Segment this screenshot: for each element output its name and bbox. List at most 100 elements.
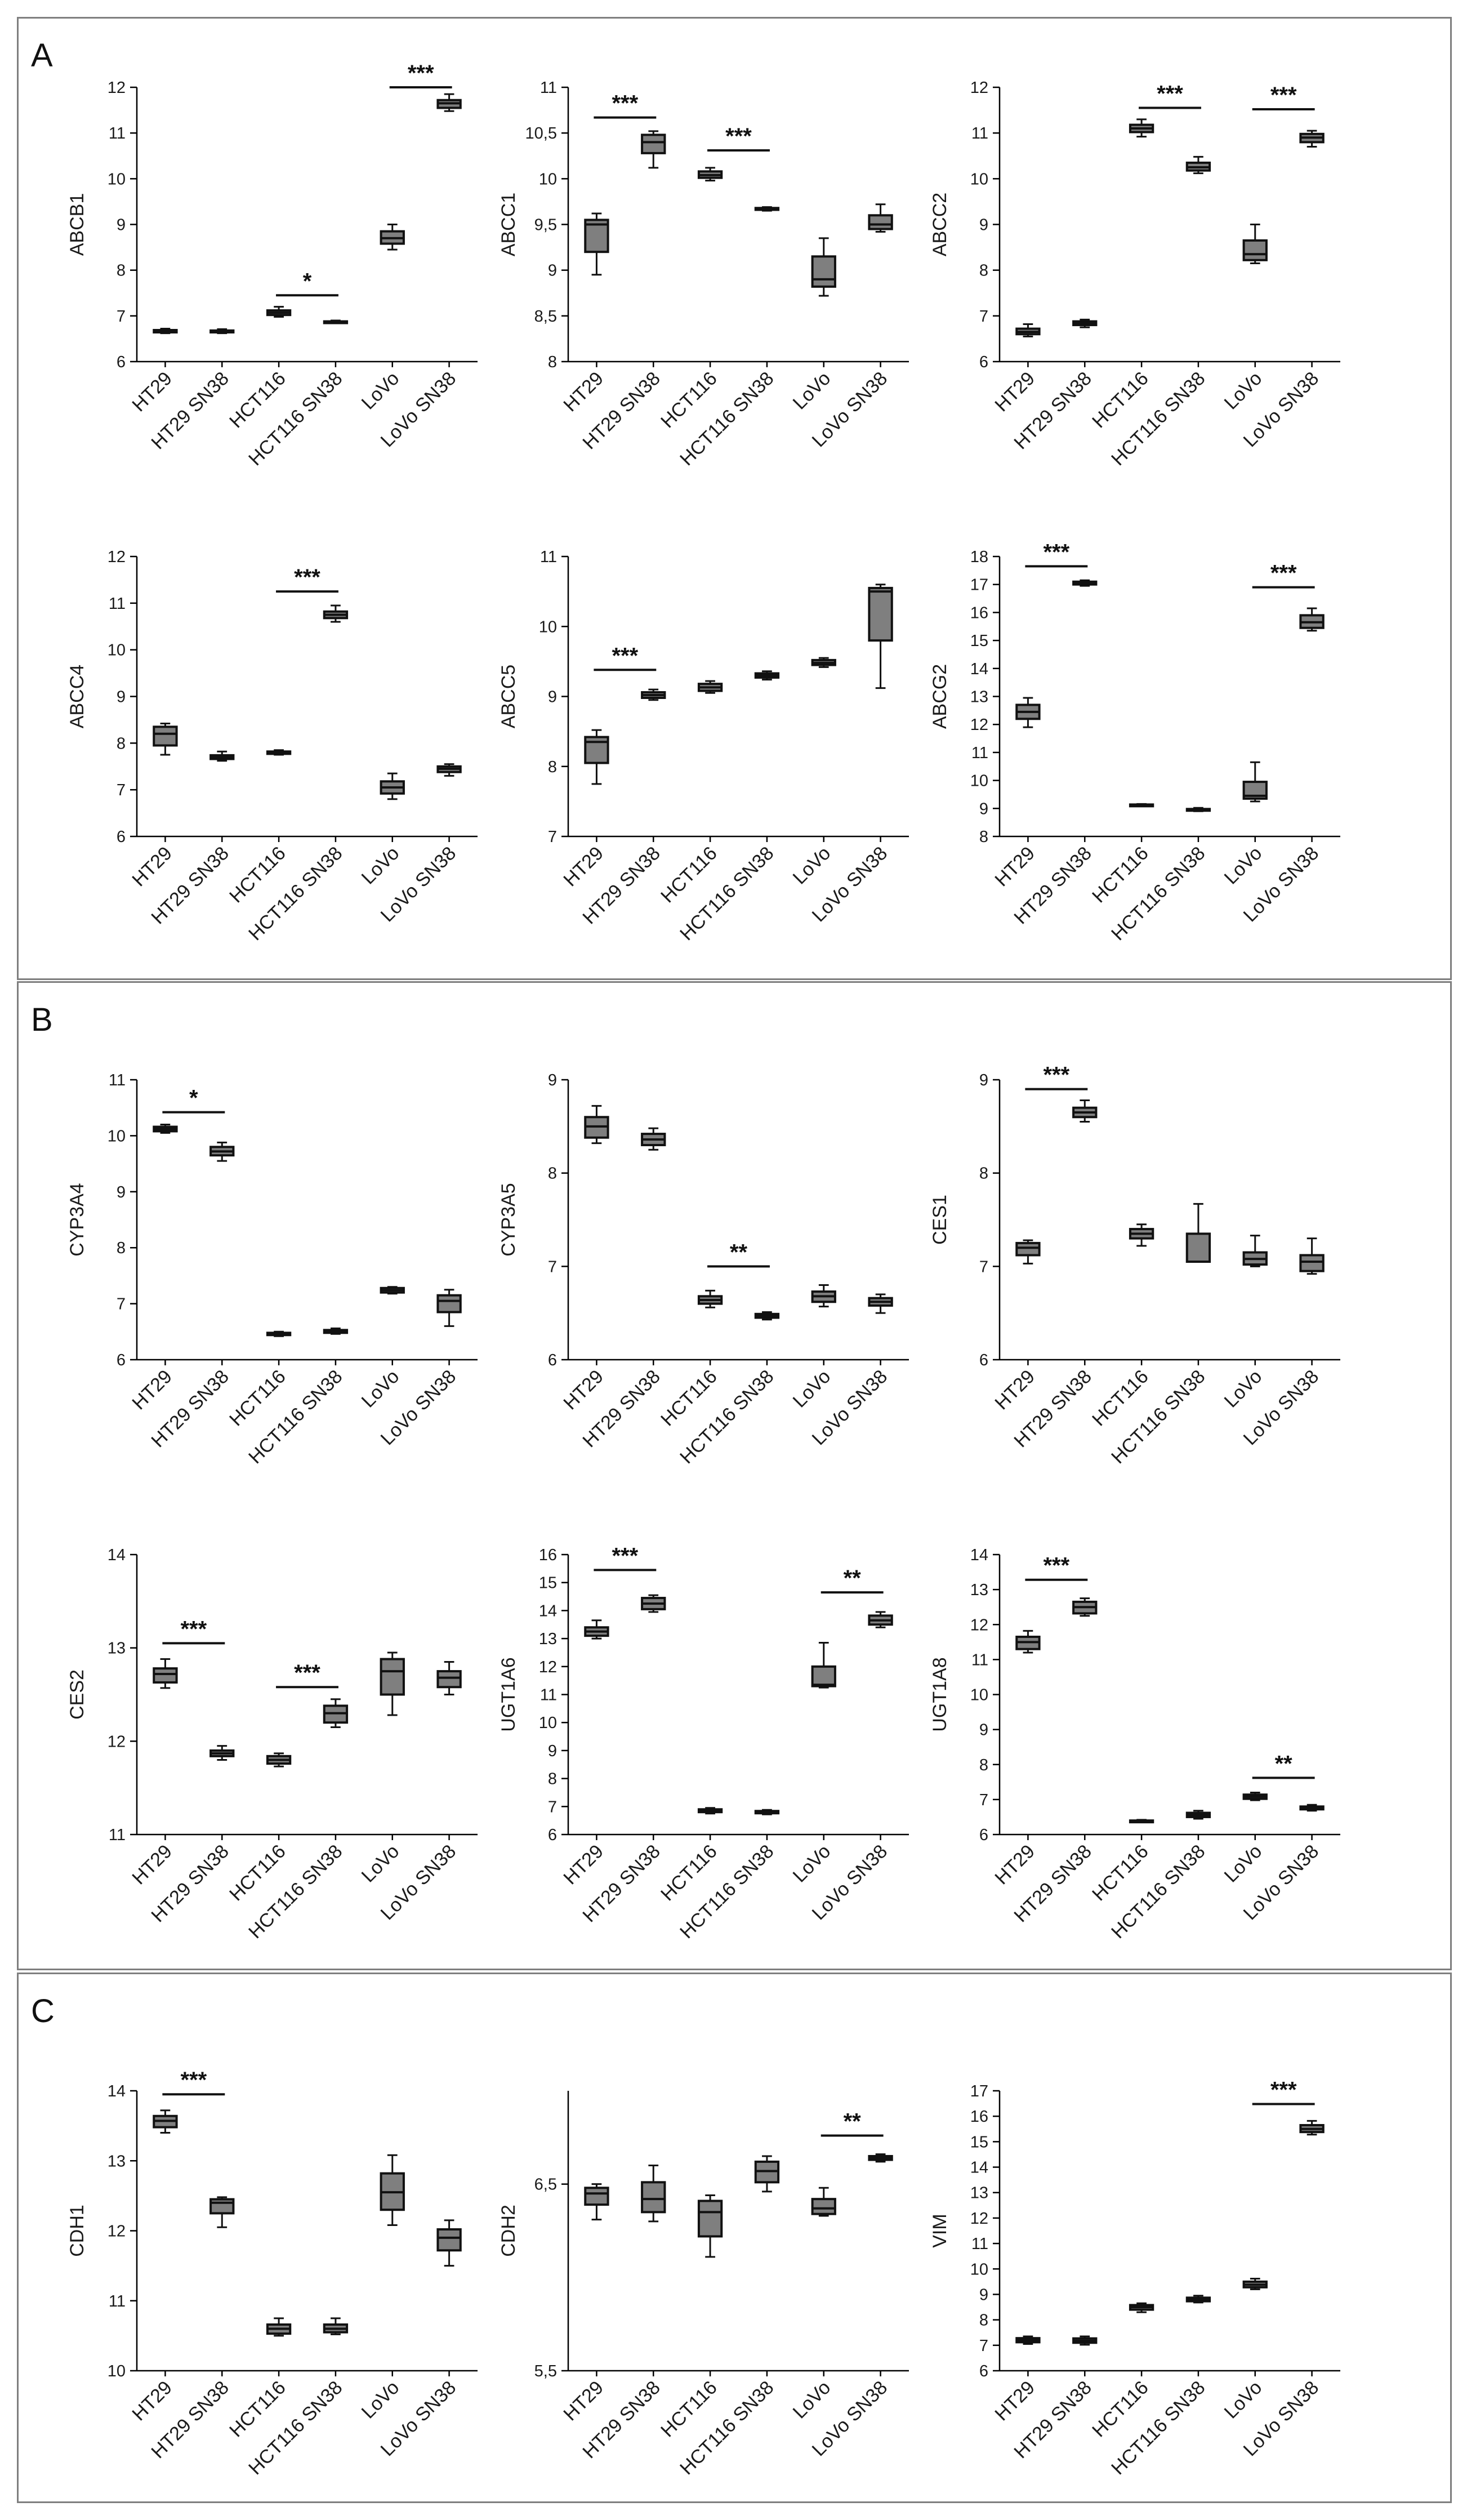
box-plot <box>1242 1791 1268 1801</box>
box-plot <box>1072 579 1098 587</box>
box-plot <box>754 1809 780 1815</box>
box-plot <box>1129 2302 1154 2313</box>
box-plot <box>584 1619 609 1640</box>
box-plot <box>868 584 893 689</box>
box-plot <box>584 729 609 785</box>
y-tick-label: 11 <box>109 2292 126 2310</box>
significance-label: *** <box>725 124 752 149</box>
box-iqr <box>811 2198 836 2215</box>
x-category-label: LoVo <box>1220 1841 1267 1887</box>
y-tick-label: 8,5 <box>534 308 557 326</box>
box-plot <box>380 772 405 800</box>
y-tick-label: 6 <box>548 1351 557 1369</box>
y-tick-label: 7 <box>979 308 988 326</box>
y-tick-label: 8 <box>979 1756 988 1774</box>
y-tick-label: 8 <box>548 758 557 776</box>
box-plot <box>436 93 462 112</box>
box-plot <box>697 1807 723 1815</box>
significance-label: *** <box>1270 2077 1297 2102</box>
y-axis-label: CDH2 <box>498 2205 519 2257</box>
box-plot <box>754 1311 780 1321</box>
y-tick-label: 11 <box>540 548 557 566</box>
box-plot <box>641 1127 666 1151</box>
y-tick-label: 9 <box>117 1183 126 1201</box>
x-category-label: LoVo <box>1220 2377 1267 2423</box>
box-plot <box>380 1651 405 1716</box>
box-plot <box>811 2187 836 2217</box>
box-plot <box>209 1141 235 1162</box>
box-plot <box>1015 697 1041 728</box>
panel-letter-a: A <box>31 37 53 74</box>
significance-label: *** <box>1043 1063 1069 1088</box>
y-tick-label: 14 <box>970 2159 988 2177</box>
y-tick-label: 9 <box>979 1721 988 1739</box>
box-iqr <box>641 2181 666 2214</box>
y-tick-label: 9,5 <box>534 216 557 234</box>
y-axis-label: CYP3A5 <box>498 1183 519 1256</box>
box-plot <box>153 723 178 756</box>
box-plot <box>323 1698 349 1728</box>
box-iqr <box>1242 239 1268 261</box>
y-tick-label: 7 <box>548 1258 557 1276</box>
y-tick-label: 9 <box>548 262 557 280</box>
y-tick-label: 11 <box>971 744 988 762</box>
y-tick-label: 7 <box>117 781 126 799</box>
y-tick-label: 11 <box>971 124 988 143</box>
panel-letter-b: B <box>31 1001 53 1038</box>
box-iqr <box>153 1667 178 1684</box>
box-plot <box>1072 2335 1098 2346</box>
y-tick-label: 18 <box>970 548 988 566</box>
y-tick-label: 10 <box>108 2362 126 2380</box>
y-tick-label: 11 <box>540 79 557 97</box>
x-category-label: LoVo <box>1220 1366 1267 1412</box>
x-category-label: HT29 <box>128 1366 176 1414</box>
y-tick-label: 13 <box>970 2184 988 2202</box>
box-plot <box>266 1752 292 1767</box>
y-tick-label: 12 <box>970 1616 988 1634</box>
y-tick-label: 7 <box>979 1258 988 1276</box>
box-plot <box>584 1105 609 1145</box>
x-category-label: LoVo <box>789 368 835 414</box>
box-plot <box>868 2153 893 2163</box>
box-plot <box>436 1289 462 1327</box>
significance-label: ** <box>844 1566 862 1591</box>
box-plot <box>641 688 666 701</box>
y-tick-label: 6 <box>979 1351 988 1369</box>
y-axis-label: UGT1A8 <box>929 1657 951 1731</box>
x-category-label: HT29 <box>559 368 608 416</box>
y-tick-label: 14 <box>970 1546 988 1564</box>
y-tick-label: 9 <box>117 216 126 234</box>
significance-label: *** <box>1270 83 1297 108</box>
box-plot <box>266 749 292 756</box>
y-axis-label: VIM <box>929 2214 951 2247</box>
significance-label: *** <box>1270 561 1297 586</box>
box-plot <box>1299 1804 1325 1812</box>
y-tick-label: 8 <box>548 1165 557 1183</box>
y-axis-label: ABCC5 <box>498 665 519 728</box>
box-plot <box>697 2194 723 2258</box>
box-plot <box>1015 2335 1041 2345</box>
significance-label: *** <box>294 565 320 590</box>
box-plot <box>584 212 609 276</box>
y-axis-label: CDH1 <box>66 2205 88 2257</box>
y-tick-label: 15 <box>970 2133 988 2151</box>
box-plot <box>209 2196 235 2228</box>
y-tick-label: 8 <box>979 828 988 846</box>
y-tick-label: 11 <box>109 595 126 613</box>
x-category-label: HT29 <box>559 1841 608 1889</box>
box-plot <box>380 1286 405 1295</box>
box-plot <box>1242 2277 1268 2290</box>
x-category-label: LoVo <box>1220 843 1267 889</box>
box-plot <box>436 1661 462 1695</box>
y-tick-label: 12 <box>108 1733 126 1751</box>
y-axis-label: CES2 <box>66 1669 88 1720</box>
panel-c: C <box>17 1973 1452 2503</box>
box-iqr <box>868 214 893 230</box>
